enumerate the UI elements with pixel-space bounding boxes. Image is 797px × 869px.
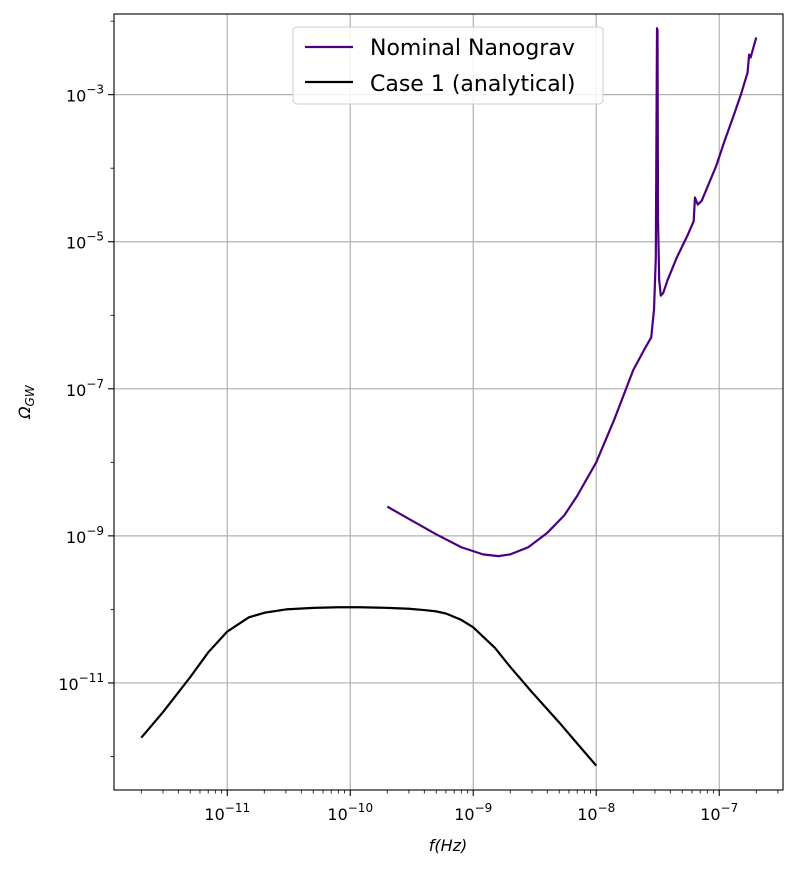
legend-label-nominal-nanograv: Nominal Nanograv xyxy=(370,36,575,61)
y-axis-label: ΩGW xyxy=(15,384,37,420)
legend-box xyxy=(292,26,604,105)
axis-ticks: 10−11 10−10 10−9 10−8 10−7 10−11 10−9 10−7 10−5 1… xyxy=(58,20,779,824)
series-line-nominal-nanograv xyxy=(386,27,758,558)
x-axis-label: f(Hz) xyxy=(429,836,468,855)
x-tick-label: 10−7 xyxy=(700,801,738,824)
y-tick-label: 10−9 xyxy=(66,524,104,547)
y-tick-label: 10−7 xyxy=(66,377,104,400)
y-axis-label-subscript: GW xyxy=(23,384,37,406)
x-tick-label: 10−8 xyxy=(577,801,615,824)
legend-label-case-1: Case 1 (analytical) xyxy=(370,72,575,97)
series-line-case-1 xyxy=(140,606,598,767)
y-tick-label: 10−3 xyxy=(66,83,104,106)
plot-lines xyxy=(140,27,758,767)
y-tick-label: 10−5 xyxy=(66,230,104,253)
x-tick-label: 10−10 xyxy=(327,801,373,824)
y-tick-label: 10−11 xyxy=(58,671,104,694)
y-axis-label-main: Ω xyxy=(15,406,34,420)
grid xyxy=(114,14,783,790)
legend: Nominal Nanograv Case 1 (analytical) xyxy=(292,26,604,105)
x-tick-label: 10−11 xyxy=(204,801,250,824)
x-tick-label: 10−9 xyxy=(454,801,492,824)
plot-area-frame xyxy=(113,13,784,791)
